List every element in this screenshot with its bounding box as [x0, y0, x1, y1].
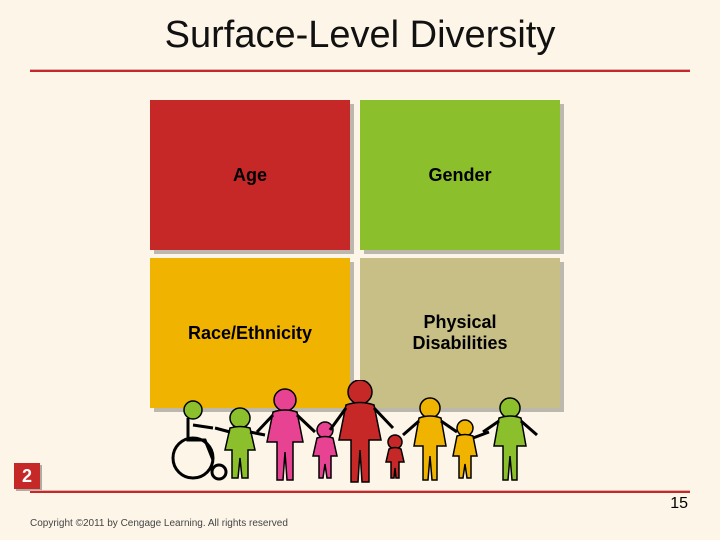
footer-underline: [30, 490, 690, 493]
people-figures-icon: [165, 380, 555, 490]
box-age: Age: [150, 100, 350, 250]
page-number: 15: [670, 495, 688, 513]
section-badge: 2: [14, 463, 40, 489]
box-gender: Gender: [360, 100, 560, 250]
copyright-text: Copyright ©2011 by Cengage Learning. All…: [30, 518, 288, 529]
diversity-grid: Age Gender Race/Ethnicity Physical Disab…: [150, 100, 570, 420]
title-underline: [30, 69, 690, 72]
slide-title: Surface-Level Diversity: [0, 0, 720, 69]
